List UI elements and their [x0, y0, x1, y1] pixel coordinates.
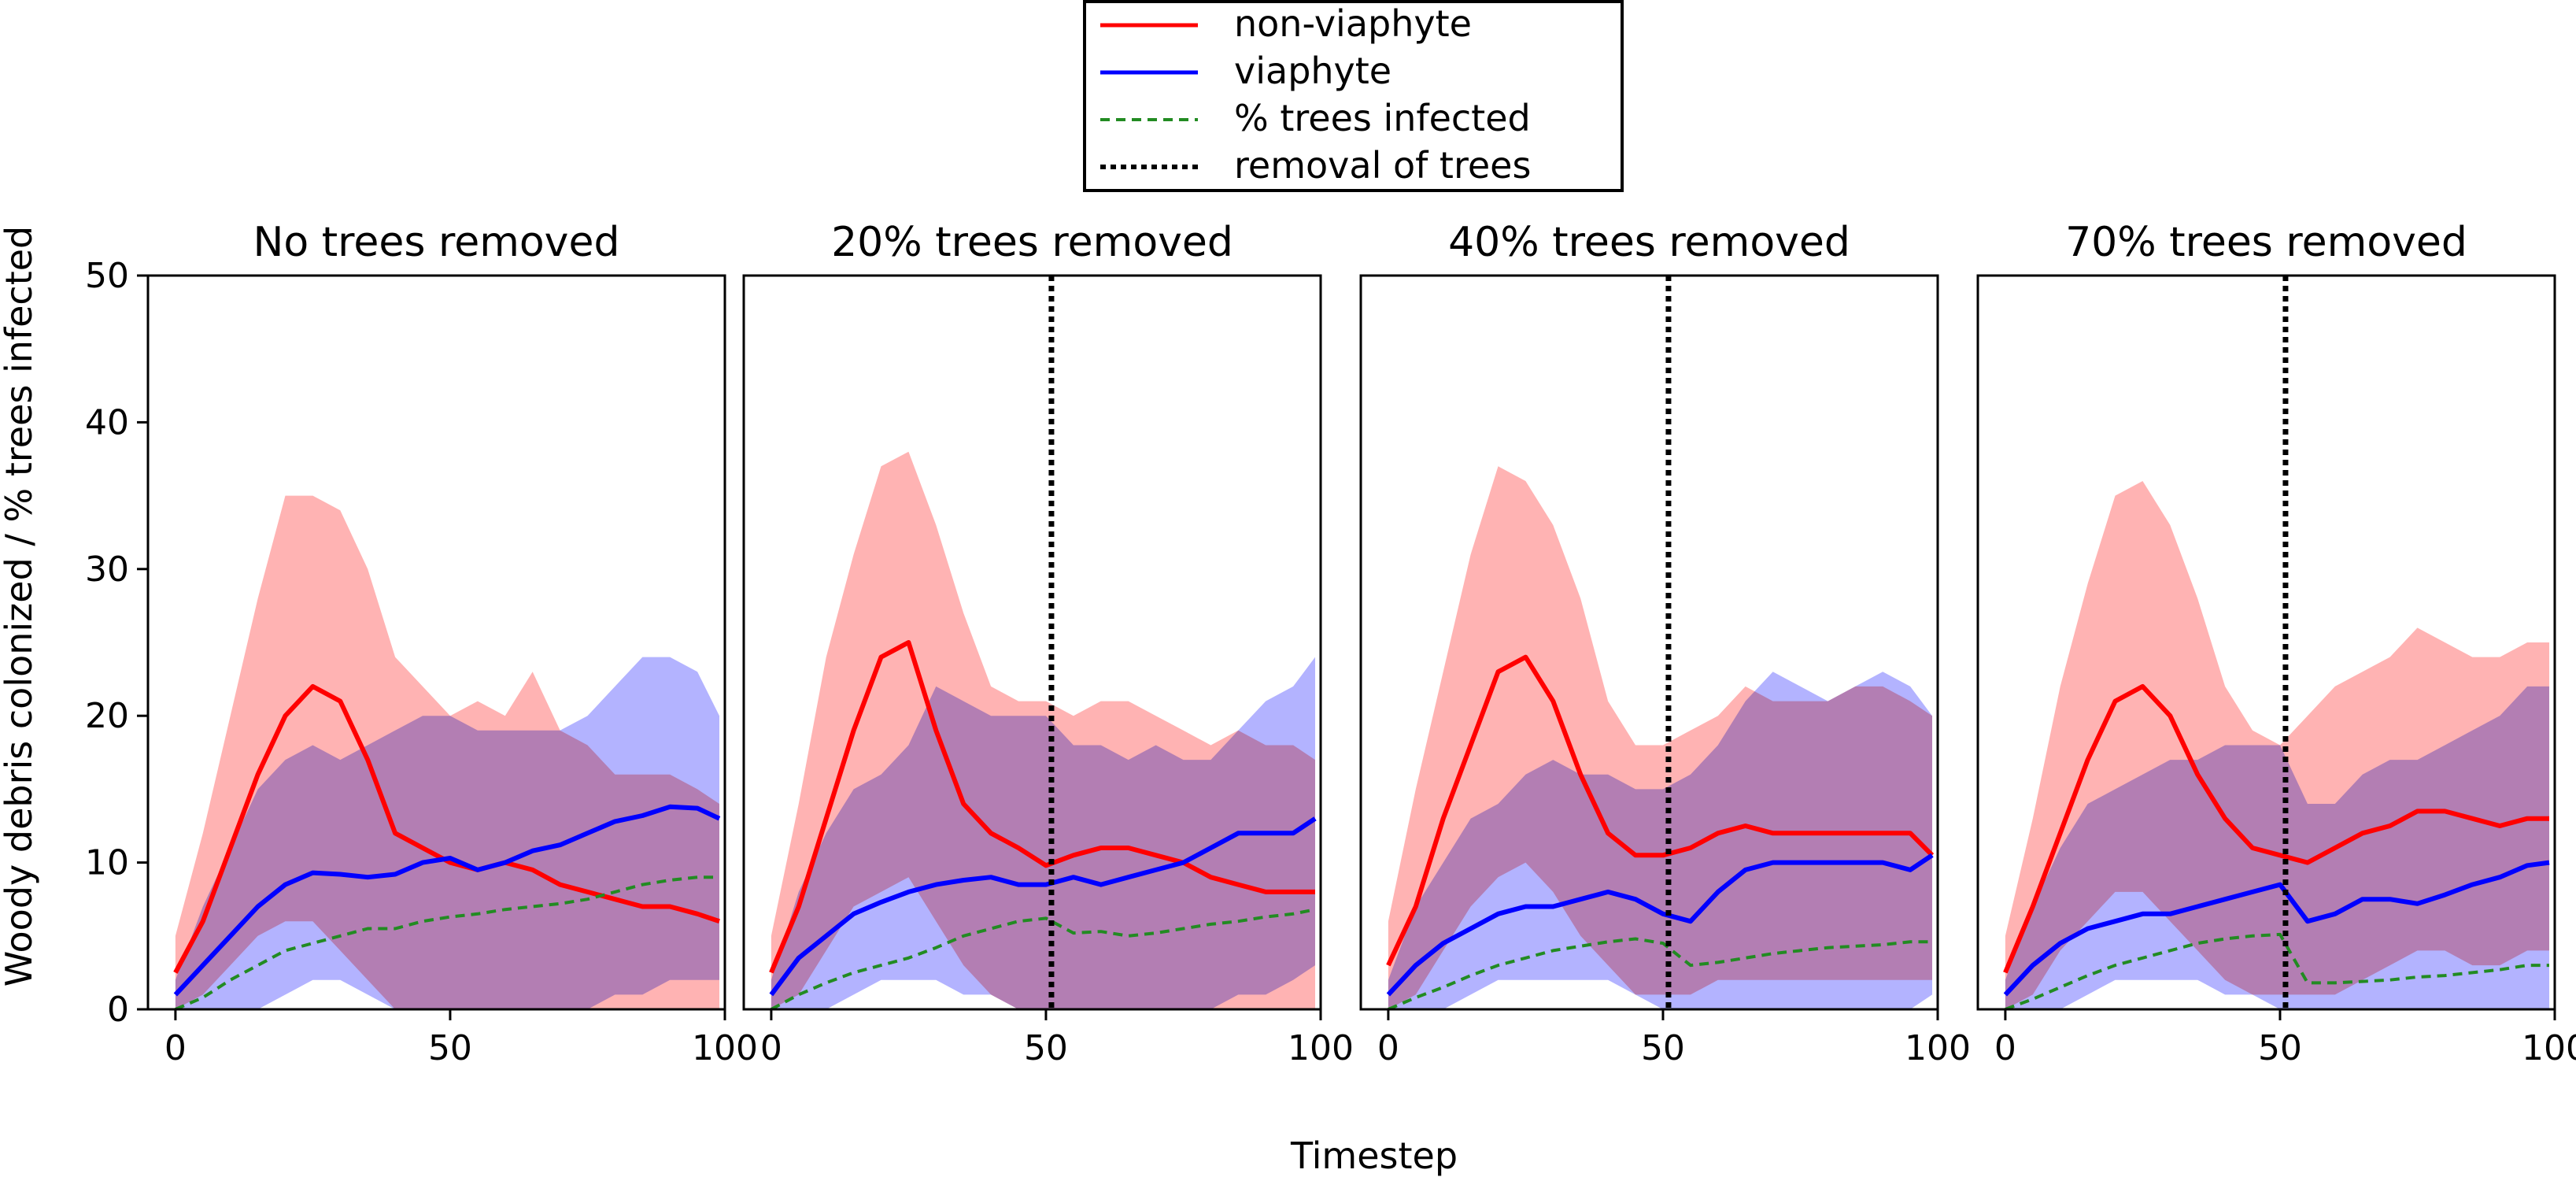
axes-frame: [1359, 274, 1939, 1011]
legend: non-viaphyte viaphyte % trees infected r…: [1083, 0, 1624, 192]
x-tick-label: 0: [1377, 1028, 1399, 1068]
line-trees-infected: [770, 908, 1316, 1009]
x-tick-label: 50: [2258, 1028, 2302, 1068]
x-tick-label: 0: [164, 1028, 187, 1068]
line-trees-infected: [1388, 937, 1932, 1009]
x-tick-label: 100: [2522, 1028, 2576, 1068]
y-tick-label: 40: [85, 402, 129, 442]
plot-area: [769, 451, 1317, 1009]
panel-4: 70% trees removed 0 50 100: [1976, 219, 2576, 1068]
line-viaphyte: [2003, 860, 2550, 997]
plot-area: [173, 495, 721, 1009]
y-tick-label: 20: [85, 696, 129, 736]
band-viaphyte: [771, 657, 1315, 1009]
line-non-viaphyte: [769, 640, 1315, 974]
legend-label-infected: % trees infected: [1234, 97, 1531, 139]
y-tick-label: 30: [85, 550, 129, 590]
line-trees-infected: [2005, 932, 2549, 1009]
plot-area: [2003, 481, 2550, 1009]
legend-label-removal: removal of trees: [1234, 144, 1531, 187]
band-viaphyte: [175, 657, 719, 1009]
x-tick-label: 50: [428, 1028, 472, 1068]
x-tick-label: 100: [1905, 1028, 1971, 1068]
x-tick-label: 50: [1641, 1028, 1685, 1068]
axes-frame: [742, 274, 1322, 1011]
line-non-viaphyte: [2003, 683, 2549, 974]
panel-title: 40% trees removed: [1448, 219, 1850, 266]
x-tick-label: 50: [1024, 1028, 1068, 1068]
y-tick-label: 10: [85, 843, 129, 883]
line-viaphyte: [769, 816, 1317, 997]
x-tick-label: 100: [692, 1028, 758, 1068]
panel-3: 40% trees removed 0 50 100: [1359, 219, 1971, 1068]
line-viaphyte: [173, 804, 721, 997]
y-tick-label: 50: [85, 256, 129, 296]
x-tick-label: 0: [1994, 1028, 2016, 1068]
panel-title: 20% trees removed: [831, 219, 1233, 266]
legend-label-non-viaphyte: non-viaphyte: [1234, 2, 1472, 45]
band-viaphyte: [2005, 686, 2549, 1009]
y-tick-label: 0: [107, 990, 129, 1030]
legend-box: [1083, 0, 1624, 192]
x-tick-label: 0: [760, 1028, 782, 1068]
line-trees-infected: [175, 875, 719, 1009]
line-non-viaphyte: [1386, 654, 1935, 967]
axes-frame: [1976, 274, 2556, 1011]
x-axis-label: Timestep: [1290, 1134, 1458, 1177]
panel-1: No trees removed 0 50 100 0 10 20 30 40 50: [85, 219, 758, 1068]
line-viaphyte: [1386, 853, 1934, 997]
line-non-viaphyte: [173, 683, 720, 974]
y-axis-label: Woody debris colonized / % trees infecte…: [0, 226, 40, 987]
legend-label-viaphyte: viaphyte: [1234, 50, 1391, 92]
panel-title: 70% trees removed: [2065, 219, 2467, 266]
x-tick-label: 100: [1288, 1028, 1354, 1068]
plot-area: [1386, 466, 1935, 1009]
panel-title: No trees removed: [253, 219, 620, 266]
panel-2: 20% trees removed 0 50 100: [742, 219, 1354, 1068]
band-viaphyte: [1388, 672, 1932, 1009]
axes-frame: [146, 274, 726, 1011]
